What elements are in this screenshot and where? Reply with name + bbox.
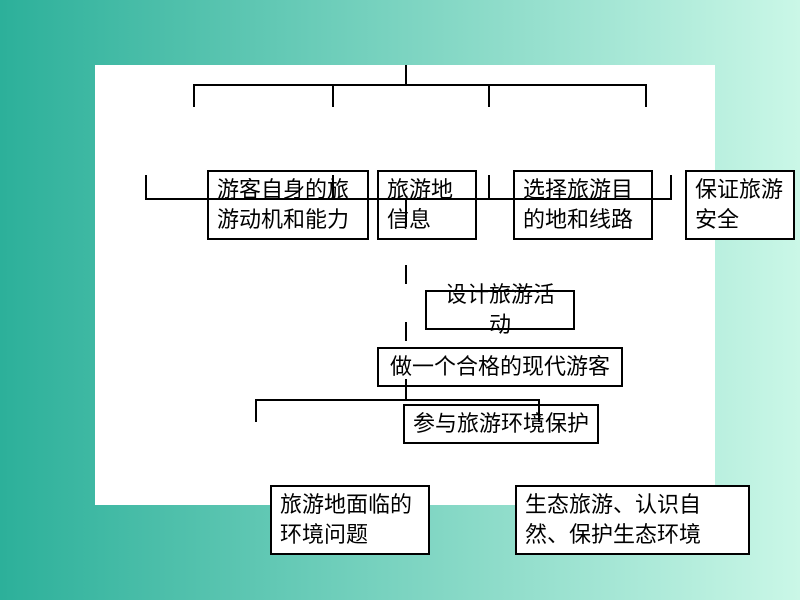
- connector-line: [193, 84, 195, 107]
- label: 旅游地信息: [387, 175, 467, 234]
- box-design-activities: 设计旅游活动: [425, 290, 575, 330]
- connector-line: [645, 84, 647, 107]
- connector-line: [405, 65, 407, 86]
- box-destination-info: 旅游地信息: [377, 170, 477, 240]
- label: 旅游地面临的环境问题: [280, 490, 420, 549]
- connector-line: [332, 175, 334, 200]
- label: 游客自身的旅游动机和能力: [217, 175, 359, 234]
- label: 生态旅游、认识自然、保护生态环境: [525, 490, 740, 549]
- connector-line: [255, 399, 540, 401]
- connector-line: [405, 379, 407, 401]
- box-env-protection: 参与旅游环境保护: [403, 404, 599, 444]
- label: 参与旅游环境保护: [413, 409, 589, 439]
- connector-line: [488, 84, 490, 107]
- box-select-route: 选择旅游目的地和线路: [513, 170, 653, 240]
- connector-line: [405, 265, 407, 284]
- connector-line: [538, 399, 540, 422]
- box-env-problems: 旅游地面临的环境问题: [270, 485, 430, 555]
- box-qualified-tourist: 做一个合格的现代游客: [377, 347, 623, 387]
- connector-line: [488, 175, 490, 200]
- label: 做一个合格的现代游客: [390, 352, 610, 382]
- connector-line: [405, 322, 407, 341]
- label: 保证旅游安全: [695, 175, 785, 234]
- connector-line: [405, 198, 407, 227]
- connector-line: [145, 198, 672, 200]
- label: 设计旅游活动: [435, 280, 565, 339]
- label: 选择旅游目的地和线路: [523, 175, 643, 234]
- connector-line: [255, 399, 257, 422]
- connector-line: [145, 175, 147, 200]
- connector-line: [332, 84, 334, 107]
- connector-line: [193, 84, 647, 86]
- box-tourist-motivation: 游客自身的旅游动机和能力: [207, 170, 369, 240]
- box-eco-tourism: 生态旅游、认识自然、保护生态环境: [515, 485, 750, 555]
- connector-line: [670, 175, 672, 200]
- box-safety: 保证旅游安全: [685, 170, 795, 240]
